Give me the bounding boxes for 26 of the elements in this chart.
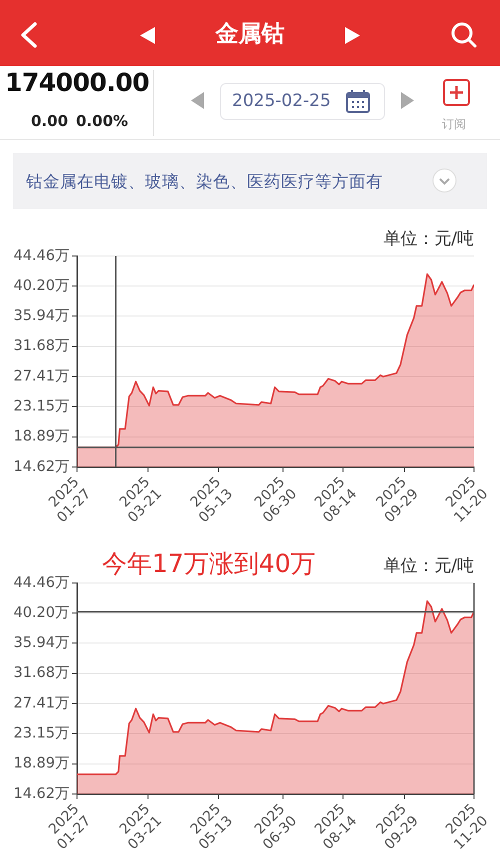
y-tick-label: 35.94万: [13, 635, 70, 652]
text: 174000.00: [5, 68, 150, 97]
y-tick-label: 14.62万: [13, 786, 70, 802]
y-tick-label: 14.62万: [13, 458, 70, 475]
y-tick-label: 44.46万: [13, 574, 70, 591]
y-tick-label: 27.41万: [13, 368, 70, 384]
y-tick-label: 18.89万: [13, 428, 70, 445]
y-tick-label: 23.15万: [13, 398, 70, 414]
text: 0.00: [31, 112, 68, 130]
y-tick-label: 31.68万: [13, 665, 70, 682]
text: 单位：元/吨: [383, 555, 474, 577]
text: 钴金属在电镀、玻璃、染色、医药医疗等方面有: [26, 171, 383, 193]
y-tick-label: 40.20万: [13, 278, 70, 294]
y-tick-label: 18.89万: [13, 756, 70, 772]
text: 金属钴: [214, 20, 286, 49]
y-tick-label: 23.15万: [13, 725, 70, 742]
text: 0.00%: [76, 112, 128, 130]
y-tick-label: 40.20万: [13, 604, 70, 621]
chart-title: 今年17万涨到40万: [102, 548, 316, 580]
text: 订阅: [442, 116, 466, 133]
y-tick-label: 27.41万: [13, 695, 70, 712]
text: 单位：元/吨: [383, 228, 474, 250]
y-tick-label: 35.94万: [13, 308, 70, 324]
y-tick-label: 44.46万: [13, 248, 70, 264]
text: 2025-02-25: [232, 91, 331, 111]
y-tick-label: 31.68万: [13, 338, 70, 354]
